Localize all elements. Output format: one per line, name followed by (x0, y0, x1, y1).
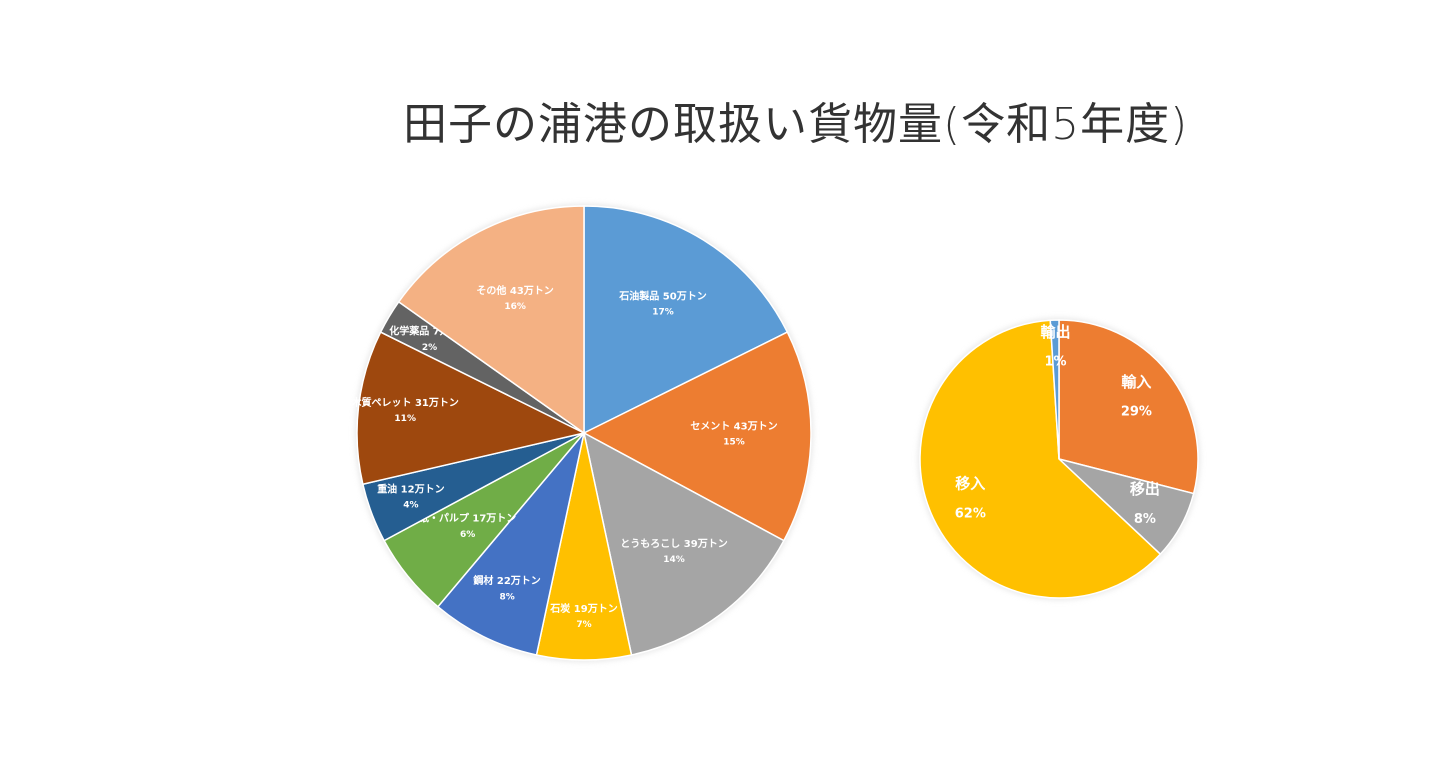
pie-slice-0 (583, 205, 789, 435)
slice-percent-3: 1% (1044, 355, 1066, 370)
pie-slice-2 (582, 431, 785, 656)
pie-slice-7 (356, 331, 587, 486)
slice-percent-2: 62% (955, 506, 986, 521)
slice-label-7: 木質ペレット 31万トン (350, 396, 458, 409)
slice-label-2: とうもろこし 39万トン (620, 538, 727, 550)
slice-amount-7: 31万トン (411, 397, 458, 409)
cargo-pie-chart: 石油製品 50万トン 17% セメント 43万トン 15% とうもろこし 39万トン 14… (350, 204, 813, 662)
slice-percent-6: 4% (403, 501, 418, 511)
slice-amount-9: 43万トン (506, 285, 553, 297)
slice-amount-3: 19万トン (570, 603, 617, 615)
slice-amount-4: 22万トン (493, 575, 540, 587)
slice-label-4: 鋼材 22万トン (472, 574, 540, 587)
slice-label-3: 輸出 (1040, 323, 1070, 341)
pie-slice-4 (436, 432, 585, 656)
pie-slice-9 (397, 205, 585, 435)
slice-percent-8: 2% (422, 343, 437, 353)
page-title: 田子の浦港の取扱い貨物量(令和5年度) (403, 99, 1189, 150)
slice-amount-0: 50万トン (659, 291, 706, 303)
slice-percent-5: 6% (460, 530, 475, 540)
slice-label-2: 移入 (955, 475, 985, 493)
slice-label-0: 石油製品 50万トン (618, 290, 706, 303)
slice-label-1: 移出 (1130, 480, 1160, 498)
slice-amount-6: 12万トン (397, 483, 444, 495)
slice-percent-4: 8% (499, 592, 514, 602)
pie-slice-2 (919, 319, 1162, 599)
slice-percent-7: 11% (394, 414, 416, 424)
pie-slice-3 (1049, 319, 1060, 460)
slice-label-9: その他 43万トン (476, 284, 553, 297)
slice-percent-2: 14% (663, 555, 685, 565)
slice-percent-0: 29% (1121, 405, 1152, 420)
slice-label-5: 紙・パルプ 17万トン (419, 512, 516, 525)
slice-amount-2: 39万トン (680, 538, 727, 550)
slice-percent-1: 15% (723, 438, 745, 448)
slice-label-0: 輸入 (1121, 373, 1151, 391)
pie-slice-0 (1058, 319, 1199, 495)
trade-pie-chart: 輸入 29% 移出 8% 移入 62% 輸出 1% (918, 318, 1200, 600)
slice-percent-9: 16% (504, 302, 526, 312)
slice-percent-1: 8% (1134, 512, 1156, 527)
slice-percent-0: 17% (652, 308, 674, 318)
pie-slice-1 (582, 331, 812, 542)
slice-label-3: 石炭 19万トン (549, 602, 617, 615)
slice-percent-3: 7% (576, 620, 591, 630)
slice-label-6: 重油 12万トン (377, 482, 444, 495)
slice-amount-1: 43万トン (730, 421, 777, 433)
slice-label-1: セメント 43万トン (690, 421, 777, 433)
slice-amount-5: 17万トン (469, 513, 516, 525)
